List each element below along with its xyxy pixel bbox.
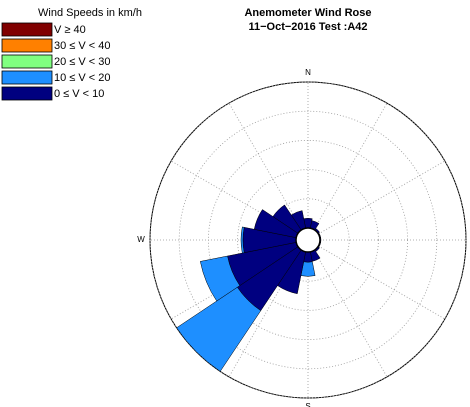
direction-label: N bbox=[305, 68, 311, 77]
chart-subtitle: 11−Oct−2016 Test :A42 bbox=[248, 21, 367, 33]
grid-ring bbox=[237, 169, 379, 311]
legend-swatch bbox=[1, 86, 53, 101]
legend-label: 0 ≤ V < 10 bbox=[54, 88, 104, 100]
spoke bbox=[228, 102, 303, 230]
chart-title: Anemometer Wind Rose bbox=[244, 7, 371, 19]
sector bbox=[199, 255, 241, 302]
legend-title: Wind Speeds in km/h bbox=[38, 7, 142, 19]
sector bbox=[176, 286, 262, 372]
grid-ring bbox=[178, 110, 438, 370]
legend-label: V ≥ 40 bbox=[54, 24, 86, 36]
legend-label: 30 ≤ V < 40 bbox=[54, 40, 111, 52]
legend-swatch bbox=[1, 70, 53, 85]
grid-ring bbox=[207, 139, 408, 340]
spoke bbox=[313, 250, 388, 378]
legend-label: 10 ≤ V < 20 bbox=[54, 72, 111, 84]
sector bbox=[240, 226, 245, 254]
legend-swatch bbox=[1, 54, 53, 69]
legend-label: 20 ≤ V < 30 bbox=[54, 56, 111, 68]
legend-swatch bbox=[1, 22, 53, 37]
spoke bbox=[318, 160, 446, 235]
legend-swatch bbox=[1, 38, 53, 53]
direction-label: S bbox=[305, 402, 310, 407]
spoke bbox=[318, 245, 446, 320]
grid-ring bbox=[149, 81, 467, 399]
direction-label: W bbox=[137, 235, 145, 244]
spoke bbox=[313, 102, 388, 230]
center-hole bbox=[295, 227, 321, 253]
